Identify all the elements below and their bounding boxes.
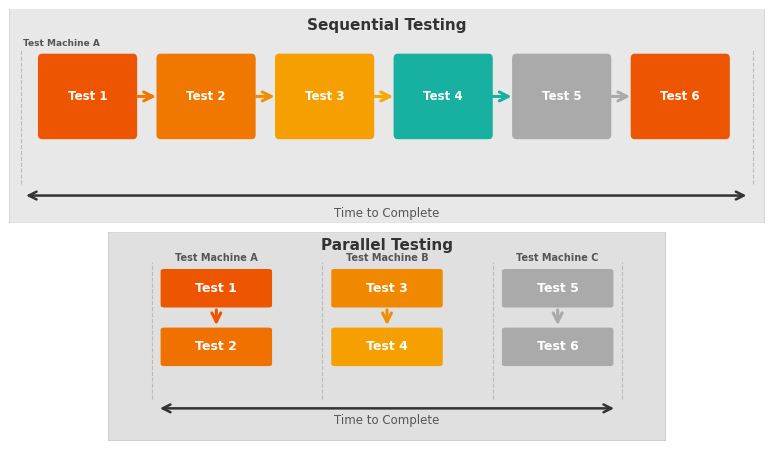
Text: Test Machine A: Test Machine A <box>23 39 100 48</box>
Text: Test 1: Test 1 <box>195 282 238 295</box>
Text: Test 2: Test 2 <box>187 90 226 103</box>
Text: Test 4: Test 4 <box>423 90 463 103</box>
FancyBboxPatch shape <box>502 269 613 307</box>
FancyBboxPatch shape <box>156 54 255 139</box>
Text: Test 6: Test 6 <box>537 340 578 353</box>
Text: Test 3: Test 3 <box>305 90 344 103</box>
Text: Time to Complete: Time to Complete <box>334 207 440 220</box>
Text: Time to Complete: Time to Complete <box>334 414 440 428</box>
FancyBboxPatch shape <box>108 231 666 441</box>
Text: Test Machine C: Test Machine C <box>516 253 599 263</box>
Text: Test 6: Test 6 <box>660 90 700 103</box>
Text: Test 5: Test 5 <box>542 90 581 103</box>
Text: Test Machine A: Test Machine A <box>175 253 258 263</box>
FancyBboxPatch shape <box>512 54 611 139</box>
FancyBboxPatch shape <box>331 269 443 307</box>
Text: Test 1: Test 1 <box>68 90 108 103</box>
FancyBboxPatch shape <box>161 269 272 307</box>
FancyBboxPatch shape <box>38 54 137 139</box>
FancyBboxPatch shape <box>275 54 374 139</box>
FancyBboxPatch shape <box>9 8 765 224</box>
Text: Test 3: Test 3 <box>366 282 408 295</box>
FancyBboxPatch shape <box>631 54 730 139</box>
FancyBboxPatch shape <box>161 328 272 366</box>
Text: Test 5: Test 5 <box>536 282 579 295</box>
Text: Test Machine B: Test Machine B <box>346 253 428 263</box>
FancyBboxPatch shape <box>394 54 493 139</box>
FancyBboxPatch shape <box>331 328 443 366</box>
Text: Sequential Testing: Sequential Testing <box>307 18 467 33</box>
Text: Test 2: Test 2 <box>195 340 238 353</box>
FancyBboxPatch shape <box>502 328 613 366</box>
Text: Test 4: Test 4 <box>366 340 408 353</box>
Text: Parallel Testing: Parallel Testing <box>321 238 453 252</box>
